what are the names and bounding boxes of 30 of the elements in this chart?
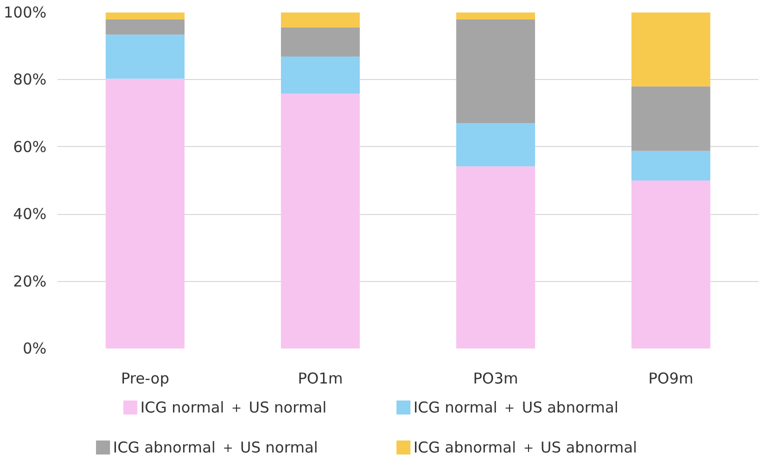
x-tick-label: PO3m <box>473 370 518 388</box>
y-tick-label: 100% <box>4 4 47 22</box>
legend-label: ICG normal ＋ US normal <box>140 398 327 416</box>
bar <box>280 27 360 57</box>
bar <box>280 56 360 94</box>
bar <box>456 123 536 166</box>
y-tick-label: 80% <box>13 70 47 89</box>
legend-label: ICG abnormal ＋ US normal <box>113 438 318 456</box>
bar <box>456 12 536 20</box>
bar <box>631 150 710 180</box>
legend-label: ICG abnormal ＋ US abnormal <box>413 438 638 456</box>
y-tick-label: 20% <box>13 272 47 290</box>
bar <box>456 20 536 124</box>
bar <box>631 86 710 151</box>
bar <box>106 12 185 20</box>
bar <box>106 78 185 348</box>
bar <box>631 180 710 348</box>
legend-label: ICG normal ＋ US abnormal <box>413 398 618 416</box>
bar <box>106 20 185 35</box>
x-tick-label: PO9m <box>648 370 694 388</box>
x-tick-label: PO1m <box>298 370 343 388</box>
bar <box>280 12 360 28</box>
x-tick-label: Pre-op <box>121 370 170 388</box>
bar <box>631 12 710 86</box>
y-tick-label: 40% <box>13 205 47 224</box>
y-tick-label: 60% <box>13 138 47 156</box>
bar <box>280 94 360 348</box>
y-tick-label: 0% <box>22 340 46 358</box>
bar <box>456 166 536 348</box>
bar <box>106 34 185 79</box>
